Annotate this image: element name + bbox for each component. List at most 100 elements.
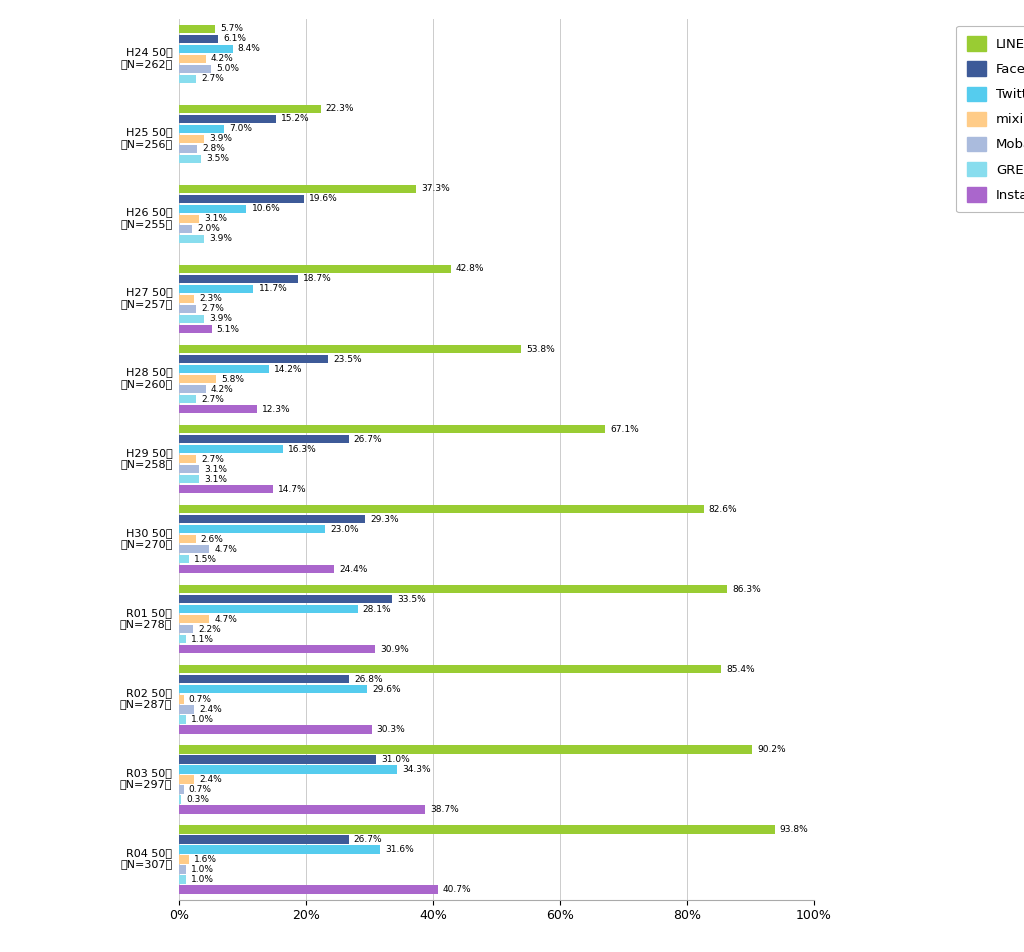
Text: 11.7%: 11.7% [258,285,288,293]
Text: 4.2%: 4.2% [211,54,233,64]
Bar [179,835,349,843]
Text: 5.8%: 5.8% [221,374,244,384]
Bar [179,625,194,633]
Text: 23.5%: 23.5% [334,354,362,364]
Bar [179,505,703,513]
Text: 2.7%: 2.7% [202,455,224,464]
Bar [179,375,216,384]
Text: 28.1%: 28.1% [362,605,391,614]
Text: 29.6%: 29.6% [372,684,400,694]
Bar [179,805,425,814]
Text: 85.4%: 85.4% [726,664,755,674]
Bar [179,214,199,223]
Bar [179,875,185,883]
Bar [179,755,376,764]
Text: 0.3%: 0.3% [186,795,209,803]
Bar [179,795,181,803]
Text: 5.7%: 5.7% [220,25,244,33]
Bar [179,515,366,524]
Bar [179,275,298,284]
Text: 6.1%: 6.1% [223,34,246,43]
Bar [179,615,209,624]
Text: 86.3%: 86.3% [732,585,761,594]
Bar [179,445,283,453]
Bar [179,105,321,113]
Text: 3.5%: 3.5% [207,154,229,164]
Bar [179,265,451,273]
Text: 3.1%: 3.1% [204,475,227,484]
Bar [179,285,254,293]
Text: 38.7%: 38.7% [430,804,459,814]
Text: 2.7%: 2.7% [202,74,224,84]
Bar [179,305,197,313]
Bar [179,645,376,653]
Text: 3.1%: 3.1% [204,465,227,473]
Text: 2.7%: 2.7% [202,394,224,404]
Text: 5.1%: 5.1% [217,325,240,333]
Text: 7.0%: 7.0% [228,125,252,133]
Bar [179,365,269,373]
Text: 31.6%: 31.6% [385,844,414,854]
Text: 3.9%: 3.9% [209,234,232,244]
Bar [179,455,197,464]
Text: 2.8%: 2.8% [202,145,225,153]
Bar [179,54,206,63]
Bar [179,695,183,704]
Text: 3.1%: 3.1% [204,214,227,224]
Bar [179,145,197,153]
Bar [179,585,727,593]
Bar [179,525,326,533]
Text: 67.1%: 67.1% [610,425,639,433]
Text: 93.8%: 93.8% [780,824,809,834]
Bar [179,885,437,894]
Text: 3.9%: 3.9% [209,314,232,324]
Text: 26.7%: 26.7% [353,835,382,843]
Bar [179,125,223,133]
Bar [179,295,194,304]
Text: 2.0%: 2.0% [197,225,220,233]
Bar [179,685,368,693]
Bar [179,565,334,573]
Text: 16.3%: 16.3% [288,445,316,453]
Bar [179,45,232,53]
Text: 14.2%: 14.2% [274,365,303,373]
Bar [179,635,186,644]
Text: 19.6%: 19.6% [308,194,338,204]
Bar [179,705,195,713]
Text: 4.2%: 4.2% [211,385,233,393]
Text: 18.7%: 18.7% [303,274,332,284]
Text: 4.7%: 4.7% [214,615,237,624]
Text: 31.0%: 31.0% [381,755,410,764]
Bar [179,825,775,834]
Bar [179,355,329,364]
Bar [179,725,372,734]
Text: 1.1%: 1.1% [191,635,214,644]
Bar [179,485,272,493]
Bar [179,405,257,413]
Bar [179,74,197,83]
Bar [179,595,392,604]
Bar [179,235,204,243]
Text: 15.2%: 15.2% [281,114,309,124]
Bar [179,25,215,33]
Bar [179,855,189,863]
Bar [179,785,183,794]
Text: 53.8%: 53.8% [526,345,555,353]
Bar [179,154,202,163]
Bar [179,665,721,673]
Bar [179,185,416,193]
Text: 14.7%: 14.7% [278,485,306,493]
Text: 5.0%: 5.0% [216,65,239,73]
Bar [179,395,197,404]
Bar [179,605,357,613]
Text: 3.9%: 3.9% [209,134,232,144]
Bar [179,535,196,544]
Text: 42.8%: 42.8% [456,265,484,273]
Bar [179,325,212,333]
Bar [179,775,195,783]
Text: 1.0%: 1.0% [190,715,214,724]
Bar [179,715,185,724]
Bar [179,315,204,324]
Text: 2.4%: 2.4% [200,775,222,783]
Text: 0.7%: 0.7% [188,784,212,794]
